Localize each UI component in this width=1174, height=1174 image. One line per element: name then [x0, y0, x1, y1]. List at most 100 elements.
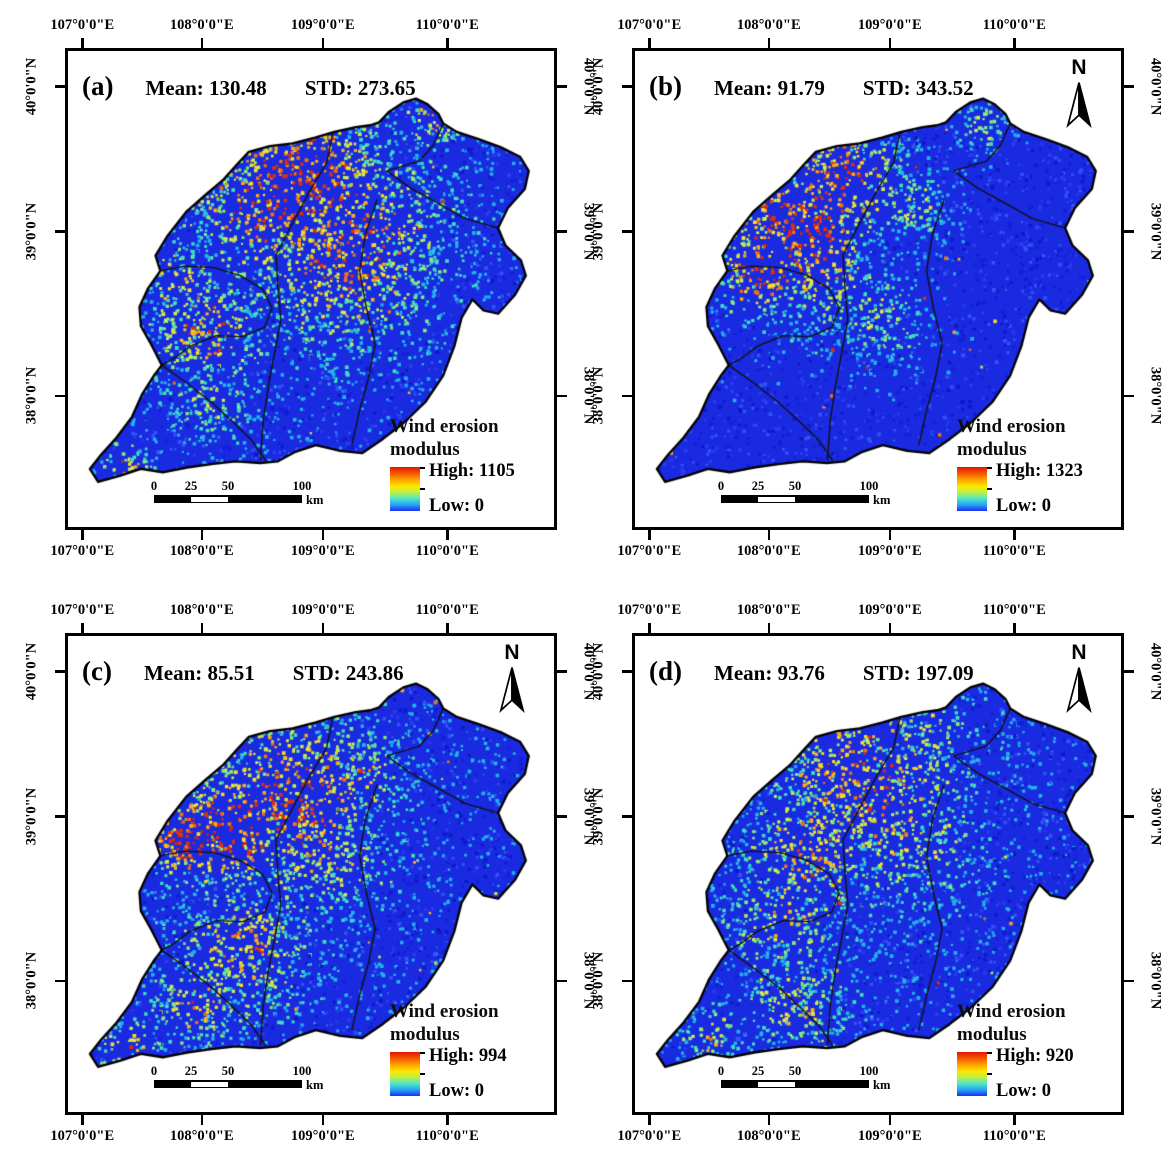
legend-title: Wind erosion modulus	[957, 1000, 1125, 1048]
map-panel-b: (b) Mean: 91.79 STD: 343.52 N 0 25 50 10…	[567, 0, 1174, 589]
scale-bar-rule	[721, 1080, 869, 1088]
x-tick-bottom	[200, 1115, 204, 1125]
panel-letter: (a)	[82, 71, 114, 101]
x-tick-bottom	[81, 1115, 84, 1125]
y-tick-left	[55, 394, 65, 398]
y-axis-label-right: 38°0'0"N	[1147, 366, 1164, 425]
legend-title-line1: Wind erosion	[957, 415, 1066, 437]
erosion-map-c	[68, 636, 554, 1112]
legend-high-label: High: 994	[429, 1046, 507, 1066]
y-axis-label-left: 38°0'0"N	[590, 366, 607, 425]
scale-bar-numbers: 0 25 50 100	[717, 1064, 931, 1079]
y-tick-left	[622, 670, 632, 673]
scale-tick-50: 50	[221, 1064, 235, 1078]
erosion-map-d	[635, 636, 1121, 1112]
panel-stats-a: (a) Mean: 130.48 STD: 273.65	[82, 71, 416, 102]
x-axis-label-top: 110°0'0"E	[982, 602, 1046, 618]
x-axis-label-bottom: 109°0'0"E	[290, 543, 355, 559]
x-axis-label-bottom: 110°0'0"E	[415, 543, 479, 559]
x-axis-label-top: 109°0'0"E	[290, 17, 355, 33]
x-axis-label-top: 109°0'0"E	[290, 602, 355, 618]
y-tick-right	[1124, 979, 1134, 983]
scale-tick-0: 0	[150, 479, 158, 493]
y-axis-label-left: 38°0'0"N	[590, 951, 607, 1010]
scale-bar-white-segment	[191, 496, 228, 502]
x-tick-bottom	[888, 530, 892, 540]
legend-title-line2: modulus	[957, 1024, 1027, 1046]
scale-tick-0: 0	[717, 1064, 725, 1078]
x-axis-label-bottom: 109°0'0"E	[857, 543, 922, 559]
scale-tick-50: 50	[221, 479, 235, 493]
x-axis-label-top: 108°0'0"E	[169, 17, 234, 33]
y-tick-left	[622, 815, 632, 818]
legend-title: Wind erosion modulus	[957, 415, 1125, 463]
north-arrow-icon	[499, 667, 525, 713]
y-tick-left	[55, 85, 65, 88]
x-tick-top	[200, 623, 204, 633]
y-axis-label-right: 39°0'0"N	[1147, 787, 1164, 845]
y-axis-label-left: 40°0'0"N	[590, 57, 607, 115]
x-tick-top	[767, 38, 771, 48]
legend-title-line1: Wind erosion	[390, 415, 499, 437]
scale-unit: km	[873, 493, 891, 507]
y-axis-label-left: 40°0'0"N	[23, 642, 40, 700]
panel-letter: (b)	[649, 71, 682, 101]
legend-high-label: High: 1105	[429, 461, 515, 481]
scale-bar-numbers: 0 25 50 100	[150, 479, 364, 494]
north-arrow-label: N	[1071, 641, 1087, 664]
map-panel-a: (a) Mean: 130.48 STD: 273.65 0 25 50 100…	[0, 0, 607, 589]
x-tick-top	[446, 38, 449, 48]
north-arrow-icon	[1066, 82, 1092, 128]
legend-title-line2: modulus	[390, 439, 460, 461]
scale-tick-50: 50	[788, 479, 802, 493]
x-tick-top	[888, 623, 892, 633]
scale-bar: 0 25 50 100 km	[150, 479, 364, 507]
x-tick-top	[200, 38, 204, 48]
legend-color-ramp	[957, 467, 992, 511]
y-tick-right	[1124, 394, 1134, 398]
y-axis-label-left: 39°0'0"N	[23, 787, 40, 845]
x-axis-label-bottom: 108°0'0"E	[169, 543, 234, 559]
y-axis-label-left: 39°0'0"N	[590, 787, 607, 845]
x-axis-label-bottom: 108°0'0"E	[736, 543, 801, 559]
x-axis-label-top: 109°0'0"E	[857, 602, 922, 618]
north-arrow-label: N	[504, 641, 520, 664]
x-axis-label-bottom: 107°0'0"E	[50, 543, 115, 559]
std-value: STD: 197.09	[862, 661, 974, 685]
x-tick-bottom	[446, 1115, 449, 1125]
scale-bar-white-segment	[191, 1081, 228, 1087]
panel-stats-b: (b) Mean: 91.79 STD: 343.52	[649, 71, 974, 102]
erosion-map-b	[635, 51, 1121, 527]
erosion-map-a	[68, 51, 554, 527]
panel-letter: (c)	[82, 656, 112, 686]
legend: Wind erosion modulus High: 1323 Low: 0	[957, 415, 1125, 518]
x-tick-bottom	[648, 530, 651, 540]
y-axis-label-right: 40°0'0"N	[1147, 642, 1164, 700]
scale-unit: km	[306, 1078, 324, 1092]
y-axis-label-right: 40°0'0"N	[1147, 57, 1164, 115]
scale-bar: 0 25 50 100 km	[717, 479, 931, 507]
legend-low-label: Low: 0	[996, 1081, 1051, 1101]
y-tick-left	[55, 670, 65, 673]
scale-bar: 0 25 50 100 km	[717, 1064, 931, 1092]
legend: Wind erosion modulus High: 994 Low: 0	[390, 1000, 558, 1103]
y-tick-left	[622, 85, 632, 88]
y-tick-right	[557, 394, 567, 398]
map-panel-d: (d) Mean: 93.76 STD: 197.09 N 0 25 50 10…	[567, 585, 1174, 1174]
x-axis-label-bottom: 108°0'0"E	[169, 1128, 234, 1144]
legend-title-line1: Wind erosion	[390, 1000, 499, 1022]
x-axis-label-bottom: 109°0'0"E	[290, 1128, 355, 1144]
x-axis-label-bottom: 109°0'0"E	[857, 1128, 922, 1144]
x-tick-bottom	[321, 530, 325, 540]
x-axis-label-top: 108°0'0"E	[736, 602, 801, 618]
legend-color-ramp	[390, 467, 425, 511]
x-axis-label-top: 108°0'0"E	[736, 17, 801, 33]
scale-bar-rule	[721, 495, 869, 503]
scale-tick-0: 0	[717, 479, 725, 493]
scale-bar-white-segment	[758, 1081, 795, 1087]
x-tick-top	[1013, 623, 1016, 633]
x-tick-bottom	[321, 1115, 325, 1125]
north-arrow-label: N	[1071, 56, 1087, 79]
y-tick-right	[1124, 230, 1134, 233]
legend-color-ramp	[957, 1052, 992, 1096]
